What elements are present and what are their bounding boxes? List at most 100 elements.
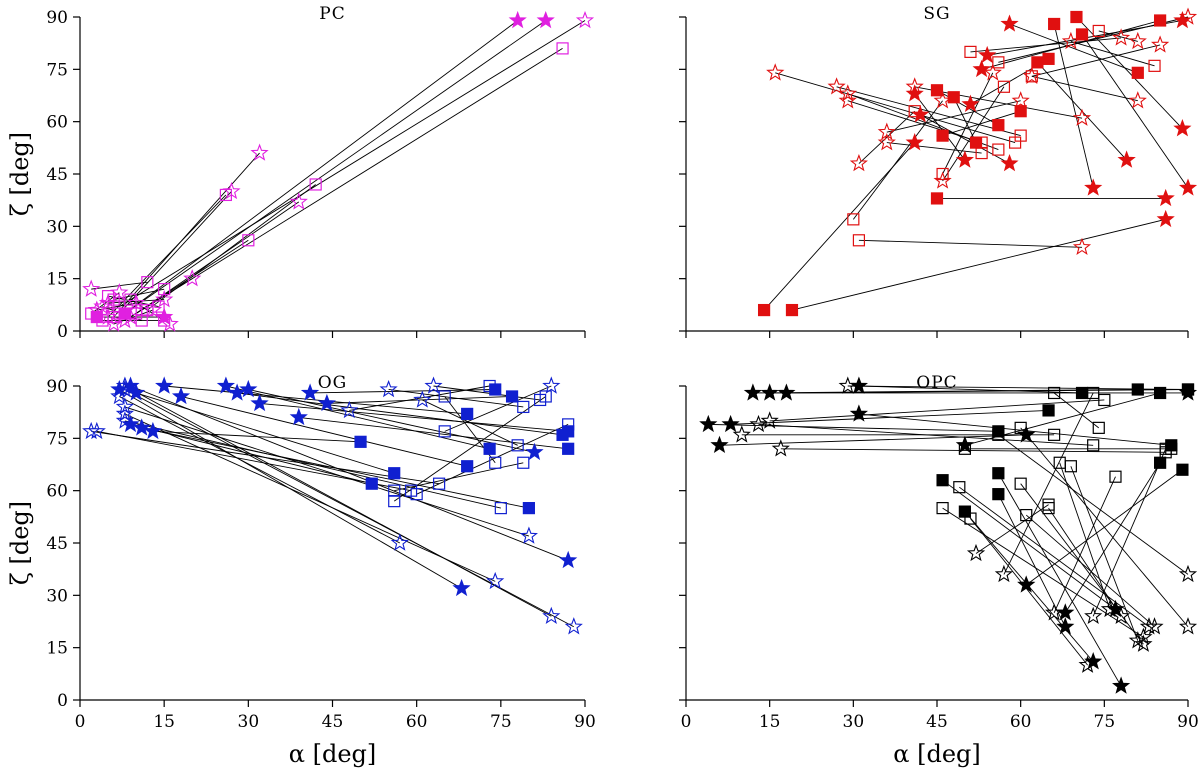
star-marker-from bbox=[905, 84, 924, 102]
panel-opc: 0 15 30 45 60 75 90 OPC α [deg] bbox=[679, 373, 1199, 768]
star-marker-to bbox=[1017, 425, 1036, 443]
pair-connector bbox=[1053, 23, 1094, 189]
pair-connector bbox=[135, 392, 395, 474]
pair-connector bbox=[719, 434, 1027, 446]
star-marker-from bbox=[250, 393, 269, 412]
y-tick-label: 45 bbox=[46, 165, 68, 185]
pair-connector bbox=[124, 413, 496, 582]
pair-connector bbox=[775, 72, 1016, 144]
square-marker-from bbox=[1042, 502, 1055, 515]
pair-connector bbox=[124, 420, 501, 509]
square-marker-to bbox=[354, 435, 367, 448]
star-marker-to bbox=[525, 442, 544, 461]
star-marker-to bbox=[126, 293, 146, 311]
pair-connector bbox=[858, 239, 1083, 248]
pair-connector bbox=[942, 72, 994, 175]
pair-connector bbox=[394, 462, 524, 492]
pair-connector bbox=[858, 110, 915, 164]
pair-connector bbox=[942, 479, 1116, 610]
square-marker-to bbox=[1092, 421, 1105, 434]
star-marker-to bbox=[1128, 631, 1147, 649]
star-marker-from bbox=[126, 383, 146, 401]
pair-connector bbox=[124, 20, 546, 314]
star-marker-to bbox=[1000, 153, 1019, 172]
square-marker-from bbox=[992, 56, 1005, 69]
square-marker-to bbox=[433, 477, 446, 490]
star-marker-to bbox=[1145, 617, 1164, 635]
star-marker-from bbox=[827, 77, 846, 95]
square-marker-to bbox=[1159, 442, 1172, 455]
pair-connector bbox=[130, 385, 569, 561]
star-marker-to bbox=[564, 617, 583, 635]
square-marker-to bbox=[505, 390, 519, 403]
star-marker-from bbox=[849, 376, 869, 394]
star-marker-to bbox=[1156, 188, 1175, 207]
square-marker-to bbox=[135, 314, 148, 327]
pair-connector bbox=[1053, 392, 1100, 429]
square-marker-from bbox=[992, 428, 1005, 441]
x-tick-label: 75 bbox=[1094, 712, 1116, 732]
star-marker-from bbox=[760, 411, 779, 429]
square-marker-to bbox=[1154, 456, 1167, 469]
x-tick-label: 60 bbox=[1010, 712, 1032, 732]
star-marker-to bbox=[1078, 655, 1097, 673]
pair-connector bbox=[393, 396, 546, 502]
square-marker-from bbox=[1014, 421, 1027, 434]
panel-title: SG bbox=[923, 4, 950, 24]
panel-pc: 0 15 30 45 60 75 90 PC ζ [deg] bbox=[6, 4, 595, 342]
square-marker-to bbox=[997, 80, 1011, 93]
star-marker-from bbox=[972, 59, 991, 78]
y-tick-label: 30 bbox=[46, 217, 68, 237]
pair-connector bbox=[124, 385, 552, 617]
pair-connector bbox=[964, 392, 1161, 446]
pair-connector bbox=[1081, 34, 1189, 189]
square-marker-to bbox=[158, 283, 171, 296]
star-marker-from bbox=[994, 564, 1014, 583]
square-marker-to bbox=[1014, 129, 1027, 142]
star-marker-from bbox=[877, 122, 896, 140]
y-tick-label: 90 bbox=[46, 8, 68, 28]
square-marker-to bbox=[152, 300, 165, 313]
star-marker-to bbox=[1011, 91, 1030, 109]
star-marker-from bbox=[721, 414, 740, 433]
star-marker-from bbox=[838, 91, 857, 109]
star-marker-to bbox=[1128, 91, 1147, 109]
square-marker-from bbox=[1031, 56, 1044, 69]
star-marker-to bbox=[452, 578, 471, 597]
pair-connector bbox=[248, 389, 535, 453]
square-marker-from bbox=[124, 293, 137, 306]
y-tick-label: 75 bbox=[46, 429, 68, 449]
square-marker-to bbox=[556, 42, 569, 55]
star-marker-from bbox=[121, 376, 140, 394]
square-marker-from bbox=[1020, 508, 1033, 522]
panel-title: PC bbox=[319, 4, 345, 24]
y-tick-label: 60 bbox=[46, 482, 68, 502]
x-tick-label: 30 bbox=[238, 712, 260, 732]
pair-connector bbox=[1031, 44, 1161, 77]
star-marker-from bbox=[143, 421, 163, 440]
y-tick-label: 75 bbox=[46, 60, 68, 80]
star-marker-to bbox=[1056, 617, 1075, 635]
star-marker-from bbox=[216, 376, 236, 394]
square-marker-from bbox=[388, 495, 401, 508]
pair-connector bbox=[836, 86, 1021, 137]
star-marker-to bbox=[542, 376, 561, 394]
square-marker-to bbox=[489, 456, 502, 469]
star-marker-from bbox=[289, 407, 308, 426]
square-marker-to bbox=[1042, 52, 1055, 65]
star-marker-from bbox=[115, 397, 134, 415]
pair-connector bbox=[886, 142, 982, 154]
y-tick-label: 0 bbox=[57, 322, 68, 342]
pair-connector bbox=[959, 486, 1150, 628]
pair-connector bbox=[119, 396, 401, 544]
pair-connector bbox=[998, 434, 1189, 575]
square-marker-to bbox=[562, 425, 575, 438]
square-marker-to bbox=[483, 442, 496, 455]
pair-connector bbox=[953, 97, 977, 143]
star-marker-to bbox=[1084, 652, 1103, 670]
square-marker-from bbox=[847, 213, 860, 226]
star-marker-to bbox=[1100, 599, 1120, 618]
square-marker-from bbox=[1048, 386, 1061, 400]
star-marker-to bbox=[390, 533, 409, 551]
